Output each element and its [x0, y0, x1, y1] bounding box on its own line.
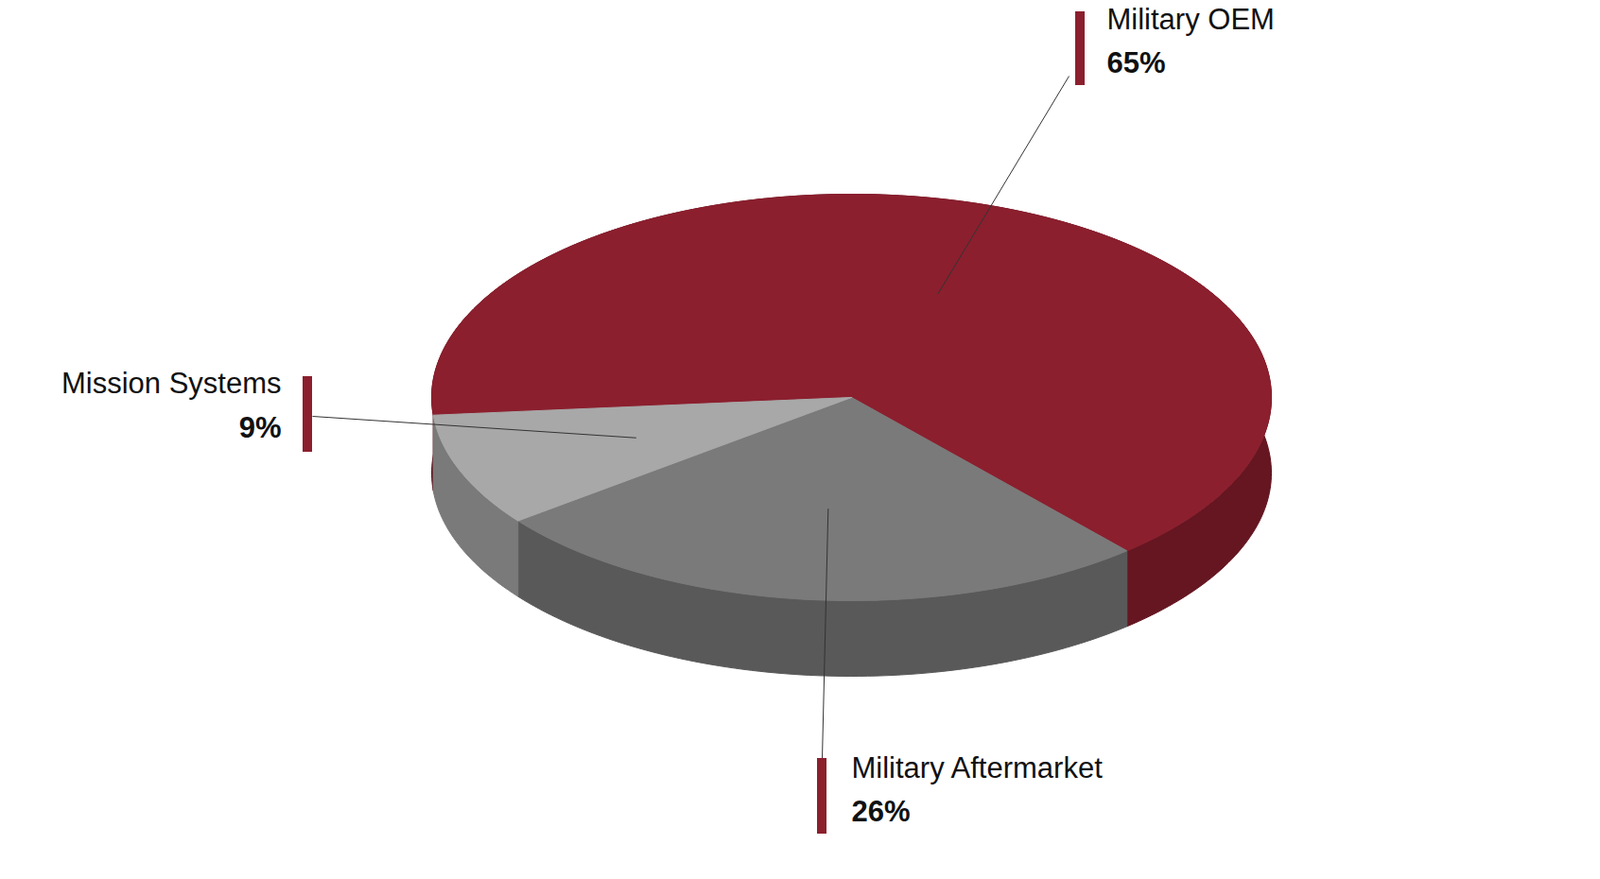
svg-text:65%: 65% — [1107, 46, 1166, 80]
svg-text:Military Aftermarket: Military Aftermarket — [852, 751, 1104, 785]
svg-text:Mission Systems: Mission Systems — [61, 366, 282, 400]
svg-text:26%: 26% — [852, 795, 911, 829]
svg-text:9%: 9% — [239, 411, 282, 445]
svg-text:Military OEM: Military OEM — [1107, 2, 1275, 36]
